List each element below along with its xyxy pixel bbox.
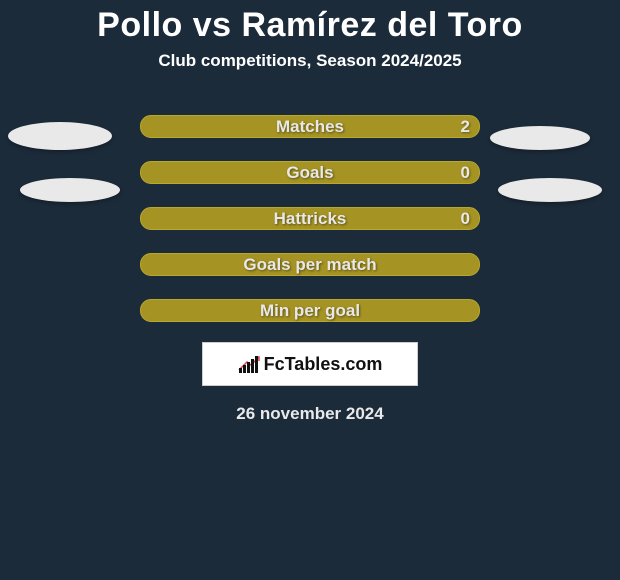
date-label: 26 november 2024 <box>0 404 620 424</box>
fctables-logo: FcTables.com <box>202 342 418 386</box>
stat-value: 0 <box>461 207 470 230</box>
decorative-ellipse <box>490 126 590 150</box>
stat-value: 0 <box>461 161 470 184</box>
stat-row-goals-per-match: Goals per match <box>0 253 620 276</box>
stat-row-hattricks: Hattricks 0 <box>0 207 620 230</box>
stat-label: Matches <box>140 115 480 138</box>
page-title: Pollo vs Ramírez del Toro <box>0 0 620 45</box>
subtitle: Club competitions, Season 2024/2025 <box>0 51 620 71</box>
stat-row-min-per-goal: Min per goal <box>0 299 620 322</box>
stat-label: Goals <box>140 161 480 184</box>
logo-text: FcTables.com <box>264 354 383 375</box>
decorative-ellipse <box>8 122 112 150</box>
stat-label: Hattricks <box>140 207 480 230</box>
logo-bar <box>251 359 254 373</box>
stat-label: Goals per match <box>140 253 480 276</box>
stat-label: Min per goal <box>140 299 480 322</box>
stat-value: 2 <box>461 115 470 138</box>
logo-bar <box>243 365 246 373</box>
logo-bar <box>239 368 242 373</box>
decorative-ellipse <box>498 178 602 202</box>
logo-chart-icon <box>238 355 260 373</box>
decorative-ellipse <box>20 178 120 202</box>
logo-bar <box>247 362 250 373</box>
logo-bar <box>255 356 258 373</box>
